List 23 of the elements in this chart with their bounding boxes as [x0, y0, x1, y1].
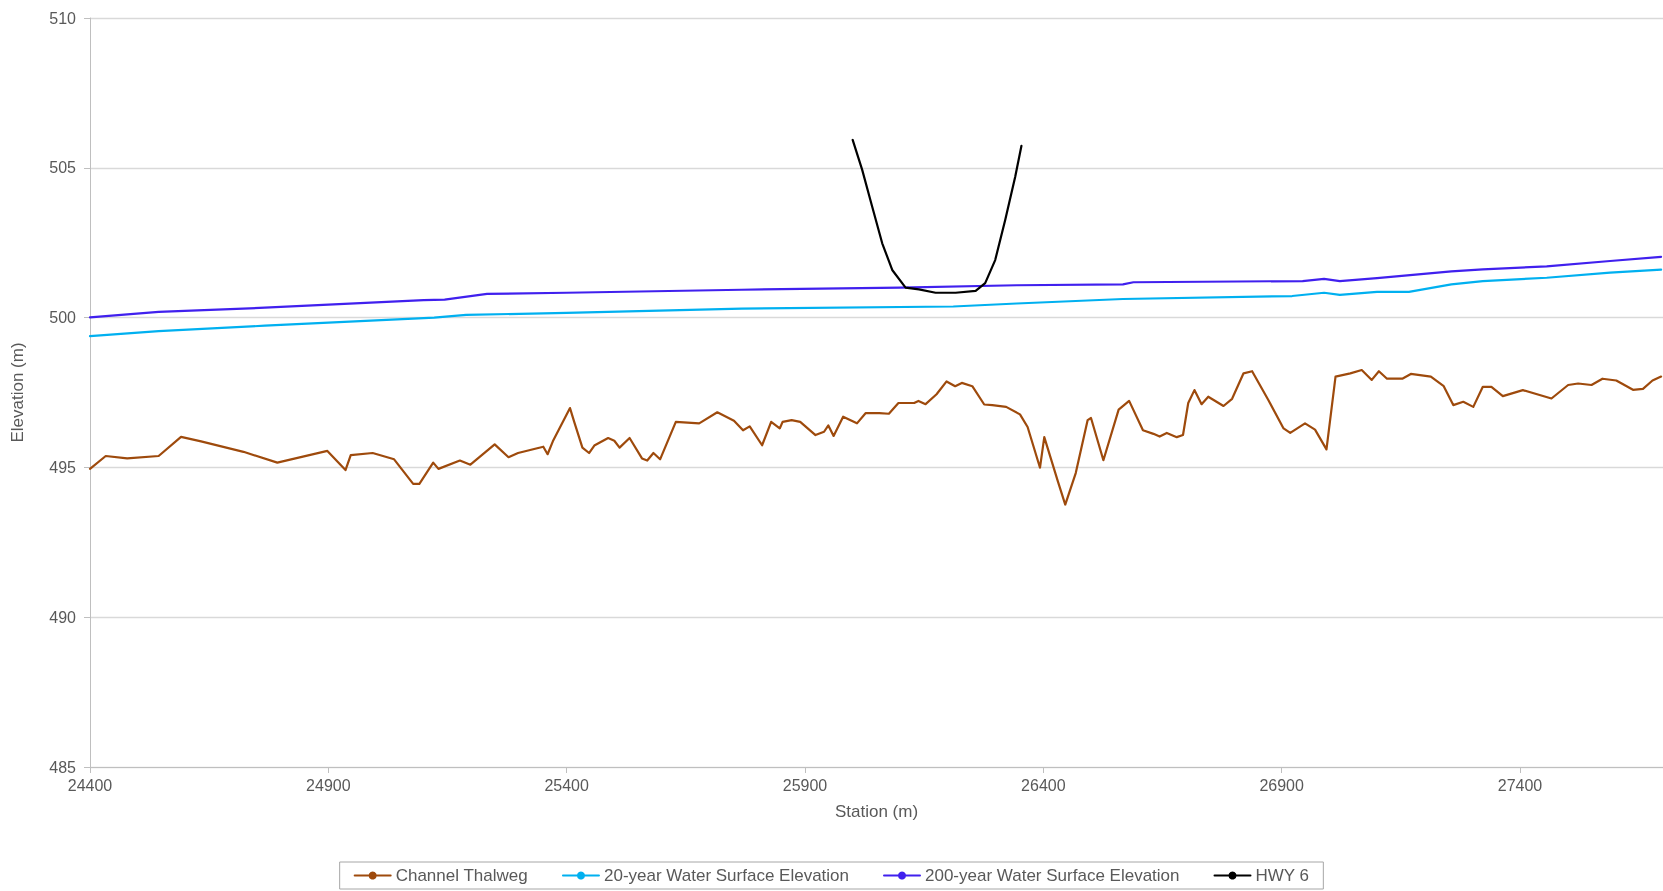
- y-tick-label: 510: [49, 9, 77, 27]
- x-axis-title: Station (m): [834, 802, 919, 821]
- line-series: [88, 268, 1663, 338]
- x-tick-label: 24900: [306, 776, 351, 794]
- line-series: [851, 138, 1023, 294]
- line-series: [88, 368, 1663, 506]
- legend-label: Channel Thalweg: [395, 866, 528, 885]
- legend-label: 20-year Water Surface Elevation: [603, 866, 850, 885]
- x-tick-label: 26900: [1259, 776, 1305, 794]
- y-axis-title: Elevation (m): [8, 342, 27, 443]
- y-tick-label: 495: [49, 458, 77, 476]
- x-tick-label: 25400: [544, 776, 590, 794]
- y-tick-label: 490: [49, 608, 77, 626]
- x-tick-label: 25900: [782, 776, 828, 794]
- x-tick-label: 26400: [1021, 776, 1066, 794]
- line-series: [88, 255, 1663, 319]
- y-tick-label: 500: [49, 309, 77, 327]
- legend-label: 200-year Water Surface Elevation: [925, 866, 1180, 885]
- legend-label: HWY 6: [1255, 866, 1310, 885]
- x-tick-label: 27400: [1497, 776, 1543, 794]
- y-tick-label: 505: [49, 159, 77, 177]
- y-tick-label: 485: [49, 758, 77, 776]
- x-tick-label: 24400: [67, 776, 113, 794]
